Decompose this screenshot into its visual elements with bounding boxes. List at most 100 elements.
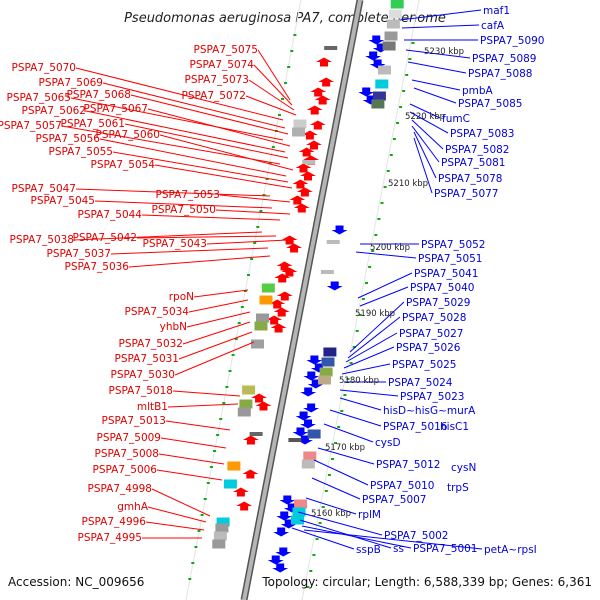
right-gene-label[interactable]: PSPA7_5016	[383, 421, 448, 433]
right-gene-label[interactable]: PSPA7_5029	[406, 297, 471, 309]
right-gene-label[interactable]: PSPA7_5090	[480, 35, 545, 47]
right-gene-label[interactable]: rplM	[358, 509, 381, 521]
left-gene-label[interactable]: PSPA7_5018	[109, 385, 174, 397]
left-gene-label[interactable]: PSPA7_5061	[61, 118, 126, 130]
left-gene-label[interactable]: PSPA7_5053	[156, 189, 221, 201]
right-gene-label[interactable]: cysN	[451, 462, 476, 474]
gene-block	[288, 438, 302, 442]
track-tick	[222, 402, 226, 404]
right-gene-label[interactable]: pmbA	[462, 85, 494, 97]
right-gene-label[interactable]: PSPA7_5085	[458, 98, 523, 110]
left-gene-label[interactable]: PSPA7_5006	[93, 464, 158, 476]
left-gene-label[interactable]: PSPA7_5069	[39, 77, 104, 89]
left-gene-label[interactable]: PSPA7_5075	[194, 44, 259, 56]
left-gene-label[interactable]: PSPA7_4995	[78, 532, 143, 544]
right-gene-label[interactable]: petA~rpsI	[484, 544, 537, 556]
right-gene-label[interactable]: sspB	[356, 544, 381, 556]
track-tick	[281, 98, 285, 100]
right-gene-label[interactable]: cafA	[481, 20, 505, 32]
right-gene-label[interactable]: PSPA7_5083	[450, 128, 515, 140]
right-gene-label[interactable]: PSPA7_5081	[441, 157, 506, 169]
left-gene-label[interactable]: PSPA7_5013	[102, 415, 167, 427]
track-tick	[383, 186, 387, 188]
gene-arrow	[298, 147, 315, 157]
left-gene-label[interactable]: PSPA7_5057	[0, 120, 62, 132]
track-tick	[343, 394, 347, 396]
left-gene-label[interactable]: PSPA7_5055	[49, 146, 114, 158]
right-gene-label[interactable]: PSPA7_5052	[421, 239, 486, 251]
left-gene-label[interactable]: PSPA7_5067	[84, 103, 149, 115]
left-gene-label[interactable]: PSPA7_5043	[143, 238, 208, 250]
track-tick	[334, 442, 338, 444]
left-gene-label[interactable]: PSPA7_5047	[12, 183, 77, 195]
leader-line	[411, 79, 461, 91]
left-gene-label[interactable]: PSPA7_5044	[78, 209, 143, 221]
left-gene-label[interactable]: PSPA7_5034	[125, 306, 190, 318]
right-gene-label[interactable]: PSPA7_5077	[434, 188, 499, 200]
leader-line	[413, 131, 437, 179]
left-gene-label[interactable]: PSPA7_5068	[67, 89, 132, 101]
left-gene-label[interactable]: mltB1	[137, 401, 168, 413]
right-gene-label[interactable]: cysD	[375, 437, 401, 449]
left-gene-label[interactable]: PSPA7_5065	[7, 92, 72, 104]
right-gene-label[interactable]: PSPA7_5007	[362, 494, 427, 506]
left-gene-label[interactable]: PSPA7_4996	[82, 516, 147, 528]
right-gene-label[interactable]: ss	[393, 543, 404, 555]
left-gene-label[interactable]: PSPA7_5032	[119, 338, 184, 350]
left-gene-label[interactable]: PSPA7_5056	[36, 133, 101, 145]
right-gene-label[interactable]: PSPA7_5088	[468, 68, 533, 80]
right-gene-label[interactable]: PSPA7_5078	[438, 173, 503, 185]
right-gene-label[interactable]: hisD~hisG~murA	[383, 405, 476, 417]
gene-arrow	[292, 179, 309, 189]
left-gene-label[interactable]: PSPA7_5050	[152, 204, 217, 216]
right-gene-label[interactable]: PSPA7_5082	[445, 144, 510, 156]
left-gene-label[interactable]: PSPA7_5038	[10, 234, 75, 246]
left-gene-label[interactable]: gmhA	[117, 501, 149, 513]
left-gene-label[interactable]: PSPA7_5072	[182, 90, 247, 102]
right-gene-label[interactable]: trpS	[447, 482, 469, 494]
left-gene-label[interactable]: PSPA7_5036	[65, 261, 130, 273]
left-gene-label[interactable]: rpoN	[169, 291, 194, 303]
right-gene-label[interactable]: PSPA7_5024	[388, 377, 453, 389]
right-gene-label[interactable]: PSPA7_5040	[410, 282, 475, 294]
leader-line	[75, 188, 271, 197]
left-gene-label[interactable]: PSPA7_5045	[31, 195, 96, 207]
right-gene-label[interactable]: PSPA7_5023	[400, 391, 465, 403]
left-gene-label[interactable]: PSPA7_5073	[185, 74, 250, 86]
left-gene-label[interactable]: PSPA7_5060	[96, 129, 161, 141]
right-gene-label[interactable]: maf1	[483, 5, 510, 17]
right-gene-label[interactable]: PSPA7_5010	[370, 480, 435, 492]
leader-line	[61, 125, 281, 165]
left-gene-label[interactable]: PSPA7_5008	[95, 448, 160, 460]
leader-line	[413, 87, 457, 104]
left-gene-label[interactable]: PSPA7_5030	[111, 369, 176, 381]
left-gene-label[interactable]: PSPA7_5062	[22, 105, 87, 117]
track-tick	[219, 418, 223, 420]
gene-block	[382, 41, 396, 51]
leader-line	[136, 235, 277, 239]
right-gene-label[interactable]: fumC	[442, 113, 470, 125]
right-gene-label[interactable]: PSPA7_5025	[392, 359, 457, 371]
right-gene-label[interactable]: PSPA7_5002	[384, 530, 449, 542]
left-gene-label[interactable]: PSPA7_5037	[47, 248, 112, 260]
left-gene-label[interactable]: yhbN	[160, 321, 187, 333]
left-gene-label[interactable]: PSPA7_5074	[190, 59, 255, 71]
right-gene-label[interactable]: PSPA7_5041	[414, 268, 479, 280]
right-gene-label[interactable]: PSPA7_5051	[418, 253, 483, 265]
right-gene-label[interactable]: PSPA7_5089	[472, 53, 537, 65]
left-gene-label[interactable]: PSPA7_5042	[73, 232, 138, 244]
left-gene-label[interactable]: PSPA7_5031	[115, 353, 180, 365]
track-tick	[318, 522, 322, 524]
right-gene-label[interactable]: hisC1	[440, 421, 469, 433]
gene-arrow	[300, 387, 317, 397]
left-gene-label[interactable]: PSPA7_5054	[91, 159, 156, 171]
right-gene-label[interactable]: PSPA7_5028	[402, 312, 467, 324]
right-gene-label[interactable]: PSPA7_5012	[376, 459, 441, 471]
left-gene-label[interactable]: PSPA7_5070	[12, 62, 77, 74]
track-tick	[247, 274, 250, 276]
left-gene-label[interactable]: PSPA7_4998	[88, 483, 153, 495]
right-gene-label[interactable]: PSPA7_5001	[413, 543, 478, 555]
left-gene-label[interactable]: PSPA7_5009	[97, 432, 162, 444]
right-gene-label[interactable]: PSPA7_5026	[396, 342, 461, 354]
right-gene-label[interactable]: PSPA7_5027	[399, 328, 464, 340]
